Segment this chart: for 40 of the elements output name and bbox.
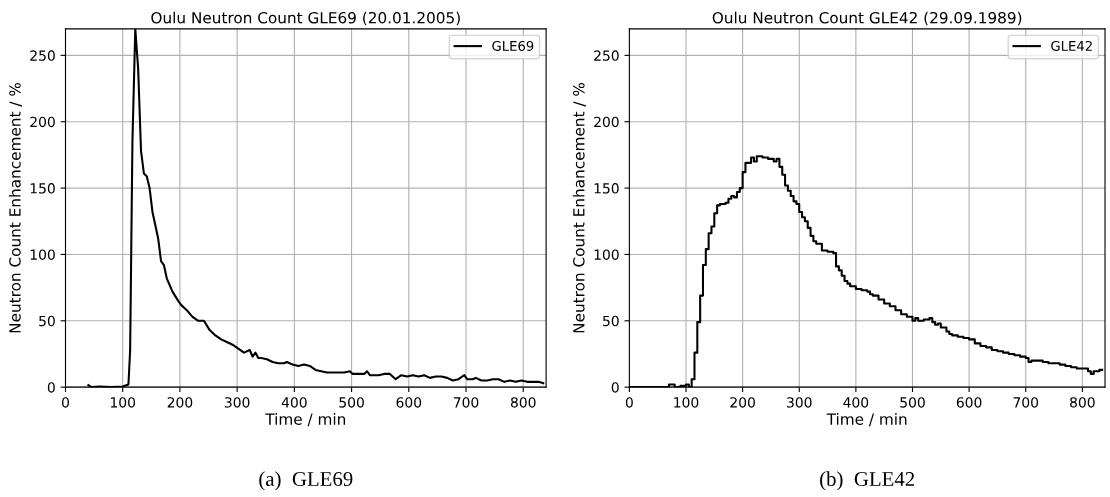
x-tick-label: 500 [339, 397, 364, 408]
x-tick-label: 400 [843, 397, 869, 408]
legend-label: GLE69 [492, 40, 534, 51]
y-axis-title: Neutron Count Enhancement / % [572, 82, 586, 333]
y-tick-label: 200 [30, 116, 55, 128]
x-tick-label: 800 [510, 397, 536, 408]
y-tick-label: 0 [611, 382, 619, 393]
legend-label: GLE42 [1051, 40, 1092, 51]
y-tick-label: 150 [30, 183, 55, 194]
x-tick-label: 700 [1013, 397, 1039, 408]
y-tick-label: 50 [39, 315, 55, 327]
x-tick-label: 0 [625, 397, 633, 408]
x-tick-label: 200 [730, 397, 755, 408]
y-tick-label: 250 [594, 50, 619, 61]
x-tick-label: 200 [167, 397, 193, 408]
text: (a) GLE69 [259, 471, 353, 491]
y-tick-label: 0 [47, 382, 55, 393]
y-tick-label: 100 [594, 249, 619, 260]
x-tick-label: 100 [674, 397, 699, 408]
text: (b) GLE42 [820, 471, 915, 491]
chart-title: Oulu Neutron Count GLE69 (20.01.2005) [151, 11, 460, 26]
y-tick-label: 200 [594, 116, 619, 128]
x-tick-label: 600 [956, 397, 982, 408]
x-tick-label: 800 [1070, 397, 1095, 408]
x-tick-label: 400 [281, 397, 307, 408]
x-tick-label: 100 [110, 397, 136, 408]
x-axis-title: Time / min [265, 413, 346, 427]
x-axis-title: Time / min [826, 413, 907, 427]
y-tick-label: 50 [603, 315, 619, 327]
x-tick-label: 300 [787, 397, 812, 408]
x-tick-label: 300 [224, 397, 250, 408]
x-tick-label: 600 [396, 397, 422, 408]
x-tick-label: 0 [61, 397, 69, 408]
y-tick-label: 100 [30, 249, 55, 260]
y-axis-title: Neutron Count Enhancement / % [8, 82, 22, 333]
x-tick-label: 500 [900, 397, 925, 408]
y-tick-label: 150 [594, 183, 619, 194]
chart-title: Oulu Neutron Count GLE42 (29.09.1989) [712, 11, 1022, 26]
x-tick-label: 700 [453, 397, 479, 408]
y-tick-label: 250 [30, 50, 55, 61]
